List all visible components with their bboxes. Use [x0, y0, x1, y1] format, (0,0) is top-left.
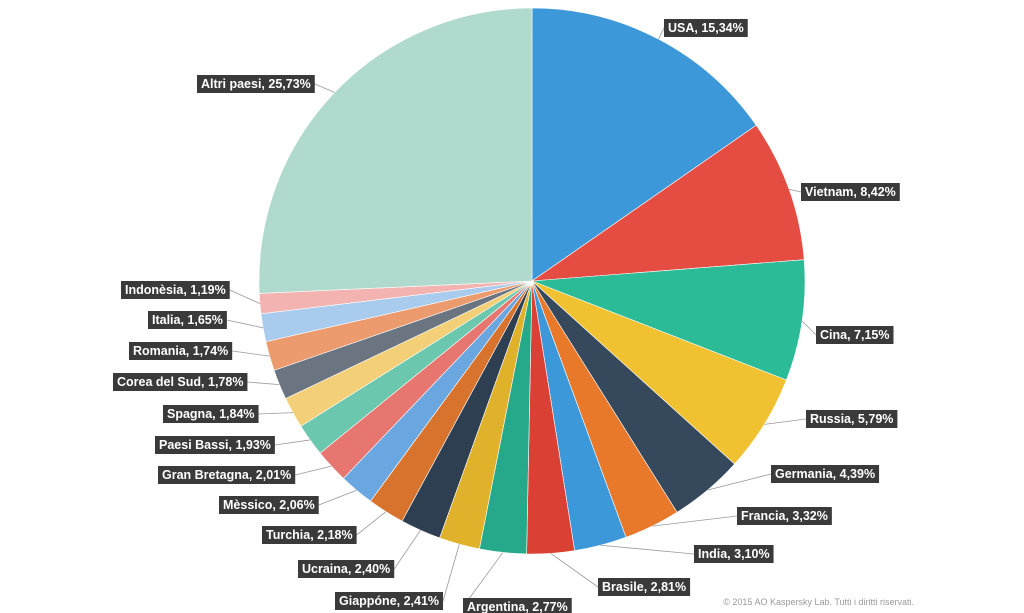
slice-label-box — [219, 496, 319, 514]
leader-line-gran-bretagna — [295, 465, 332, 476]
slice-labels: USA, 15,34% Vietnam, 8,42% Cina, 7,15% Russ… — [113, 19, 900, 613]
slice-label-box — [664, 19, 748, 37]
slice-label-box — [801, 183, 900, 201]
leader-line-spagna — [258, 412, 293, 415]
pie-slices — [258, 7, 806, 555]
slice-label-russia: Russia, 5,79% — [810, 412, 893, 426]
slice-label-cina: Cina, 7,15% — [820, 328, 889, 342]
slice-label-box — [129, 342, 233, 360]
slice-label-box — [158, 466, 296, 484]
leader-line-paesi-bassi — [274, 439, 311, 446]
slice-label-box — [816, 326, 894, 344]
slice-label-brasile: Brasile, 2,81% — [602, 580, 686, 594]
leader-lines — [226, 27, 817, 608]
leader-line-italia — [226, 319, 264, 329]
leader-line-argentina — [462, 552, 504, 608]
leader-line-india — [600, 544, 695, 555]
slice-label-box — [806, 410, 898, 428]
slice-label-argentina: Argentina, 2,77% — [467, 600, 568, 613]
pie-slice-usa — [531, 7, 757, 282]
leader-line-cina — [801, 320, 817, 336]
pie-slice-cina — [531, 259, 806, 381]
slice-label-romania: Romania, 1,74% — [133, 344, 228, 358]
leader-line-giappone — [442, 544, 460, 602]
slice-label-box — [298, 560, 395, 578]
slice-label-vietnam: Vietnam, 8,42% — [805, 185, 896, 199]
leader-line-brasile — [550, 553, 599, 588]
pie-slice-altri-paesi — [258, 7, 533, 294]
slice-label-box — [163, 405, 259, 423]
slice-label-ucraina: Ucraina, 2,40% — [302, 562, 390, 576]
slice-label-turchia: Turchia, 2,18% — [266, 528, 353, 542]
slice-label-indonesia: Indonèsia, 1,19% — [125, 283, 226, 297]
leader-line-ucraina — [393, 529, 421, 570]
slice-label-gran-bretagna: Gran Bretagna, 2,01% — [162, 468, 291, 482]
slice-label-box — [155, 436, 275, 454]
slice-label-italia: Italia, 1,65% — [152, 313, 223, 327]
slice-label-giappone: Giappóne, 2,41% — [339, 594, 439, 608]
leader-line-messico — [318, 489, 357, 506]
slice-label-altri-paesi: Altri paesi, 25,73% — [201, 77, 311, 91]
copyright-notice: © 2015 AO Kaspersky Lab. Tutti i diritti… — [723, 597, 914, 607]
slice-label-paesi-bassi: Paesi Bassi, 1,93% — [159, 438, 271, 452]
slice-label-india: India, 3,10% — [698, 547, 770, 561]
slice-label-usa: USA, 15,34% — [668, 21, 744, 35]
slice-label-box — [771, 465, 880, 483]
leader-line-russia — [764, 418, 807, 425]
leader-line-corea-del-sud — [247, 381, 280, 386]
slice-label-messico: Mèssico, 2,06% — [223, 498, 315, 512]
slice-label-corea-del-sud: Corea del Sud, 1,78% — [117, 375, 243, 389]
slice-label-box — [463, 598, 572, 613]
slice-label-box — [262, 526, 357, 544]
leader-line-germania — [707, 473, 772, 491]
slice-label-box — [335, 592, 444, 610]
slice-label-box — [197, 75, 315, 93]
slice-label-box — [148, 311, 227, 329]
slice-label-francia: Francia, 3,32% — [741, 509, 828, 523]
leader-line-indonesia — [229, 289, 261, 305]
leader-line-francia — [652, 515, 738, 527]
slice-label-box — [598, 578, 691, 596]
slice-label-germania: Germania, 4,39% — [775, 467, 875, 481]
slice-label-box — [694, 545, 774, 563]
slice-label-box — [121, 281, 230, 299]
leader-line-altri-paesi — [314, 83, 335, 93]
pie-slice-vietnam — [530, 124, 805, 282]
slice-label-spagna: Spagna, 1,84% — [167, 407, 255, 421]
leader-line-usa — [658, 27, 665, 40]
leader-line-vietnam — [789, 188, 802, 193]
leader-line-romania — [232, 350, 270, 357]
slice-label-box — [113, 373, 248, 391]
leader-line-turchia — [356, 511, 387, 536]
slice-label-box — [737, 507, 832, 525]
